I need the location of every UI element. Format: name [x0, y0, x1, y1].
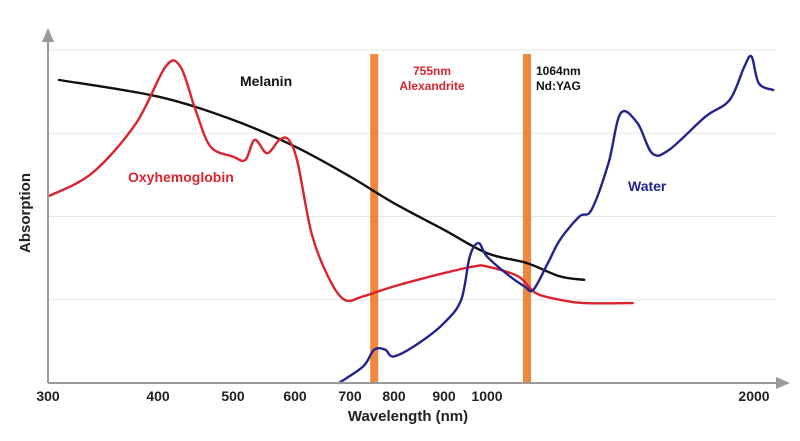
laser-band-ndyag	[523, 54, 531, 383]
x-axis-arrow	[776, 377, 790, 389]
x-axis-title: Wavelength (nm)	[348, 408, 468, 425]
y-axis-arrow	[42, 28, 54, 42]
x-tick-500: 500	[221, 388, 245, 404]
axes	[42, 28, 790, 389]
gridlines	[48, 49, 776, 301]
x-tick-800: 800	[382, 388, 406, 404]
series-line-water	[337, 54, 775, 385]
x-tick-2000: 2000	[738, 388, 769, 404]
laser-band-alexandrite	[370, 54, 379, 383]
laser-label-alexandrite-name: Alexandrite	[399, 79, 465, 93]
y-axis-title: Absorption	[17, 173, 34, 253]
series-line-oxyhemoglobin	[46, 59, 634, 305]
series-label-water: Water	[628, 178, 667, 194]
x-tick-400: 400	[146, 388, 170, 404]
x-tick-300: 300	[36, 388, 60, 404]
laser-bands	[370, 54, 531, 383]
x-tick-600: 600	[283, 388, 307, 404]
x-tick-900: 900	[432, 388, 456, 404]
laser-label-ndyag-wavelength: 1064nm	[536, 64, 581, 78]
x-tick-700: 700	[338, 388, 362, 404]
laser-label-ndyag-name: Nd:YAG	[536, 79, 581, 93]
series-label-oxyhemoglobin: Oxyhemoglobin	[128, 169, 234, 185]
series-line-melanin	[57, 78, 586, 281]
laser-label-alexandrite-wavelength: 755nm	[413, 64, 451, 78]
series-label-melanin: Melanin	[240, 73, 292, 89]
x-tick-1000: 1000	[471, 388, 502, 404]
x-tick-labels: 300 400 500 600 700 800 900 1000 2000	[36, 388, 769, 404]
series-lines	[46, 54, 775, 385]
